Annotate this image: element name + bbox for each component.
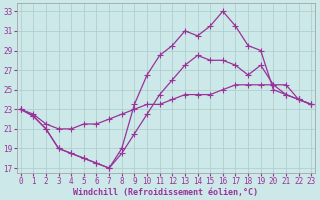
X-axis label: Windchill (Refroidissement éolien,°C): Windchill (Refroidissement éolien,°C) bbox=[74, 188, 259, 197]
